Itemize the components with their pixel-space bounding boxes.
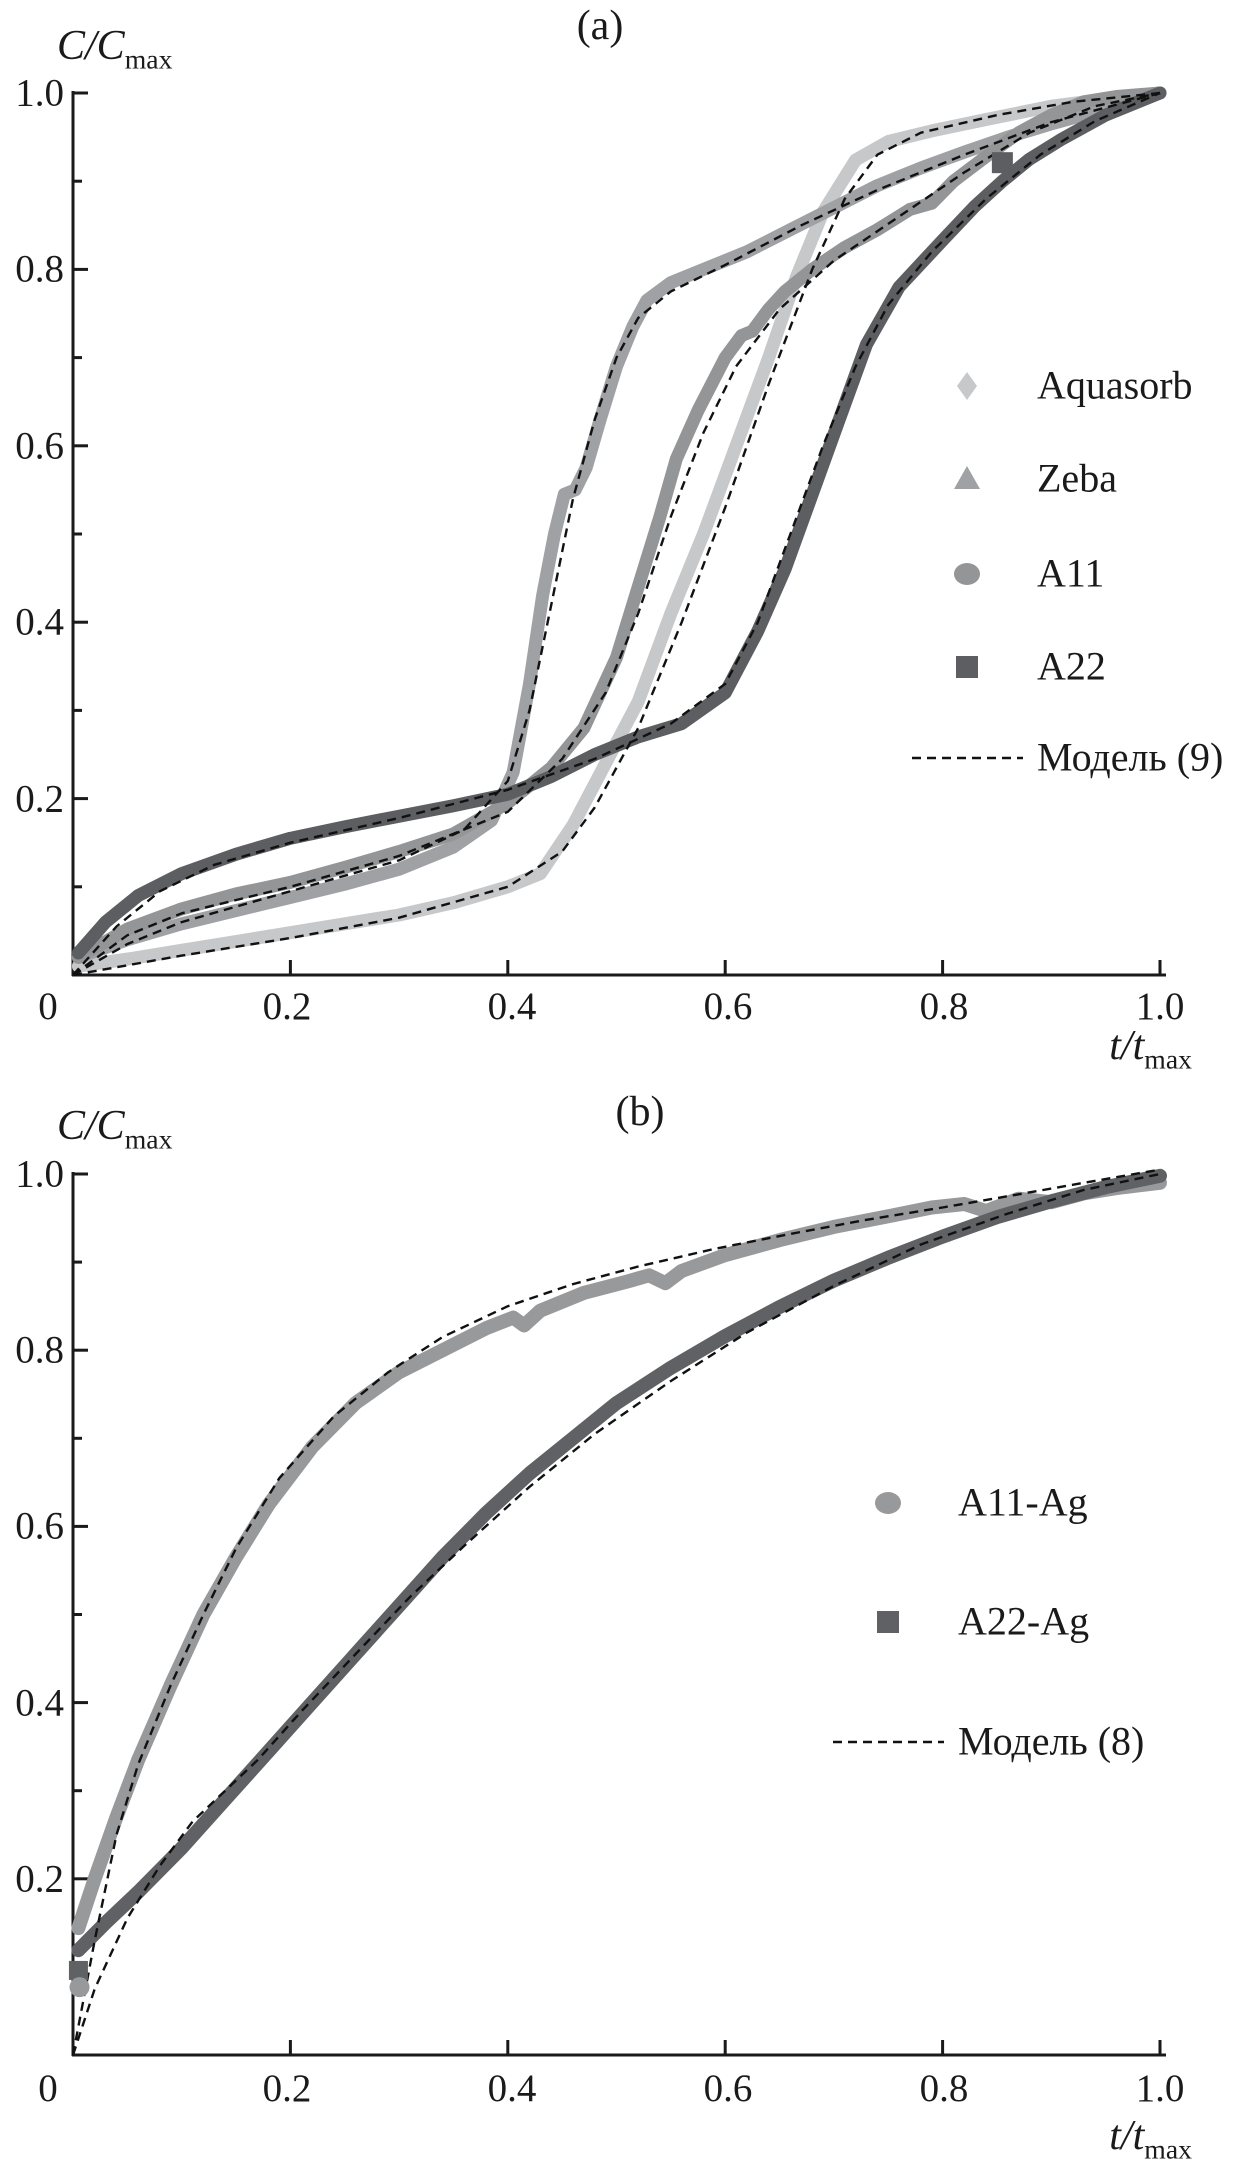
series-9-aquasorb-dashed-curve [72,91,1161,977]
legend-marker-triangle-zeba [954,466,980,489]
marker-a11-ag-circle [69,1977,90,1998]
marker-a22-square [991,152,1013,174]
marker-a22-ag-square [68,1960,88,1980]
legend-marker-square-a22 [956,656,978,678]
legend-marker-circle-a11 [954,563,980,585]
series-8-a11-ag-dashed-curve [71,1168,1161,2056]
series-9-zeba-dashed-curve [72,91,1161,977]
series-a11-curve [71,86,1167,964]
legend-marker-circle-a11-ag [875,1492,901,1514]
series-zeba-curve [71,86,1167,964]
series-a22-curve [71,86,1167,960]
series-9-a11-dashed-curve [72,91,1161,976]
series-aquasorb-curve [71,86,1167,973]
legend-marker-square-a22-ag [877,1611,899,1633]
series-9-a22-dashed-curve [72,91,1161,976]
legend-marker-diamond-aquasorb [957,372,977,400]
series-8-a22-ag-dashed-curve [71,1172,1161,2056]
series-a11-ag-curve [71,1175,1167,1936]
